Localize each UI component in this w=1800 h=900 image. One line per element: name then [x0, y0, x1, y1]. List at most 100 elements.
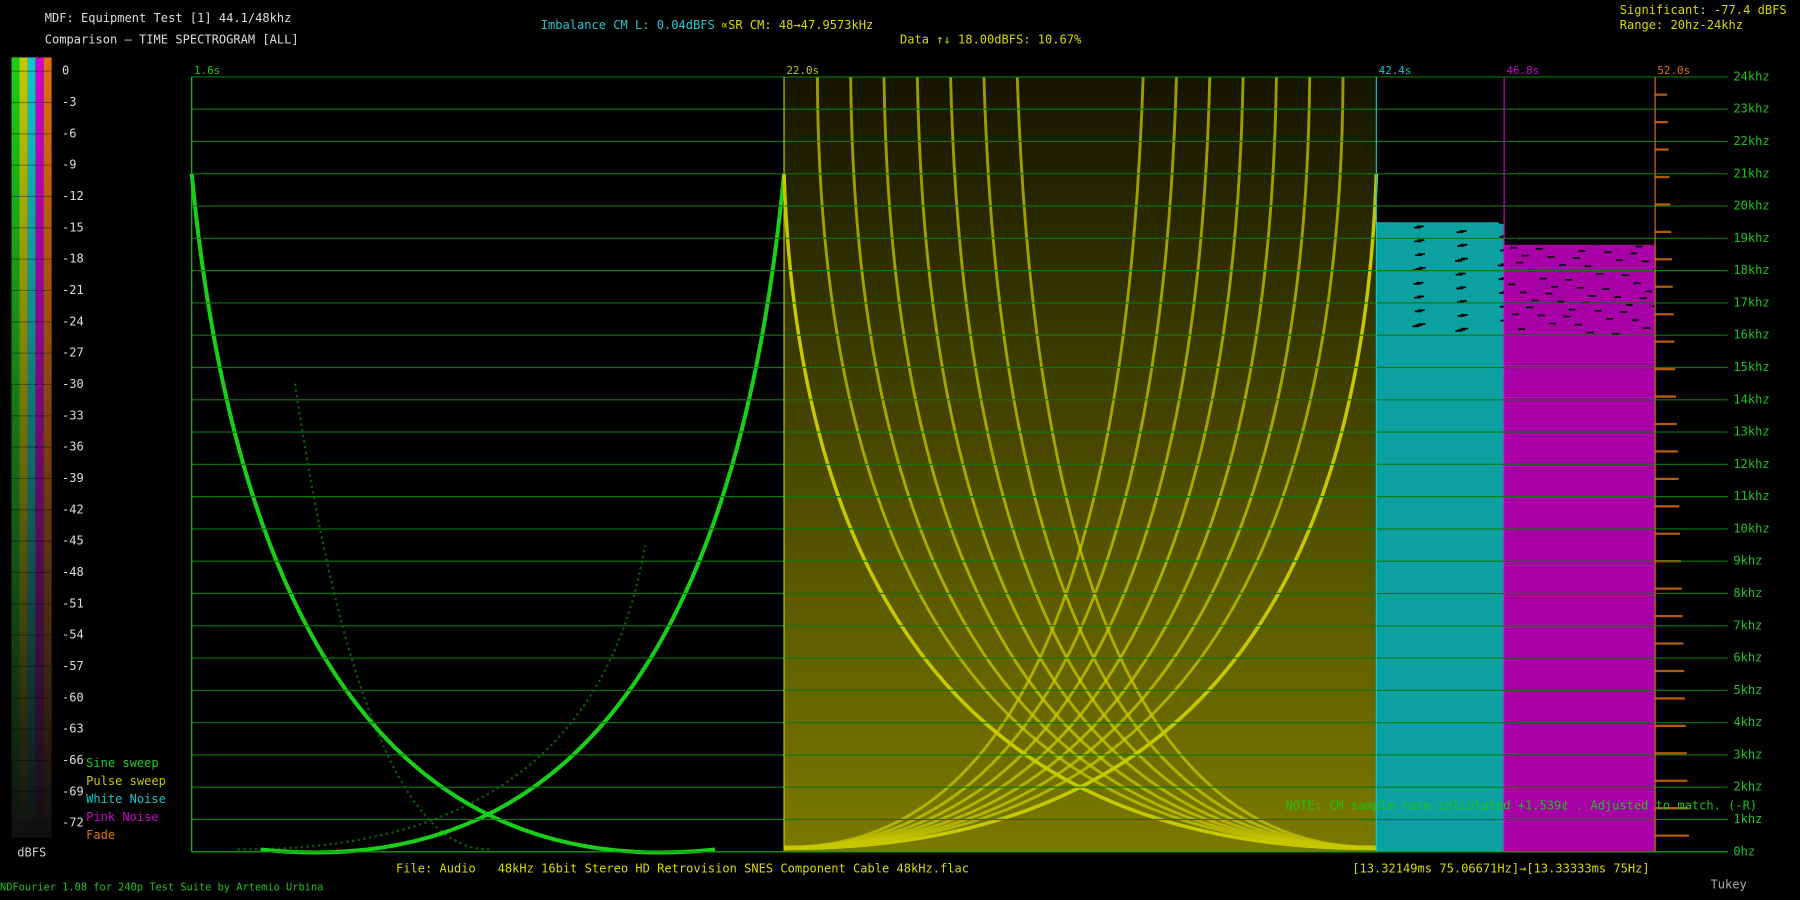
- scale-tick-label: -18: [62, 252, 84, 266]
- scale-column: [11, 57, 20, 839]
- scale-tick-label: -9: [62, 158, 77, 172]
- pulse-curve: [784, 76, 1178, 849]
- x-tick-label: 46.8s: [1506, 64, 1539, 77]
- sweep: [189, 173, 716, 855]
- noise-speck: [1459, 300, 1467, 302]
- scale-tick-label: -39: [62, 471, 84, 485]
- scale-column: [19, 57, 28, 839]
- window: Tukey: [1710, 878, 1746, 892]
- noise-speck: [1535, 247, 1543, 250]
- y-tick-label: 6khz: [1733, 651, 1762, 665]
- pulse-curve: [849, 76, 1377, 849]
- sweep: [260, 173, 787, 855]
- noise-speck: [1635, 245, 1643, 248]
- pulse-curve: [1015, 76, 1377, 849]
- scale-tick-label: -45: [62, 534, 84, 548]
- scale-tick-label: -6: [62, 126, 77, 140]
- noise-speck: [1457, 245, 1465, 247]
- noise-speck: [1586, 331, 1594, 334]
- noise-speck: [1457, 315, 1465, 317]
- noise-speck: [1594, 309, 1602, 312]
- noise-speck: [1414, 310, 1422, 313]
- y-tick-label: 21khz: [1733, 166, 1769, 180]
- sweep-faint: [237, 544, 647, 851]
- noise-speck: [1498, 278, 1506, 281]
- title: MDF: Equipment Test [1] 44.1/48khz: [45, 11, 292, 25]
- scale-column: [27, 57, 36, 839]
- y-tick-label: 3khz: [1733, 747, 1762, 761]
- range: Range: 20hz-24khz: [1620, 18, 1743, 32]
- noise-speck: [1539, 277, 1547, 280]
- noise-speck: [1598, 236, 1606, 239]
- sweep-faint: [293, 383, 491, 851]
- timing: [13.32149ms 75.06671Hz]→[13.33333ms 75Hz…: [1352, 862, 1649, 876]
- scale-tick-label: -30: [62, 377, 84, 391]
- noise-speck: [1418, 266, 1426, 269]
- noise-speck: [1526, 306, 1533, 309]
- y-tick-label: 20khz: [1733, 199, 1769, 213]
- noise-speck: [1588, 295, 1596, 297]
- significant: Significant: -77.4 dBFS: [1620, 3, 1787, 17]
- noise-speck: [1545, 292, 1553, 295]
- noise-speck: [1415, 268, 1423, 270]
- y-tick-label: 24khz: [1733, 69, 1769, 83]
- y-tick-label: 23khz: [1733, 102, 1769, 116]
- noise-speck: [1565, 278, 1573, 281]
- noise-speck: [1602, 288, 1610, 290]
- noise-speck: [1412, 325, 1420, 328]
- noise-speck: [1631, 319, 1639, 321]
- noise-speck: [1456, 301, 1464, 304]
- noise-speck: [1501, 220, 1509, 223]
- subtitle: Comparison — TIME SPECTROGRAM [ALL]: [45, 33, 299, 47]
- noise-speck: [1498, 208, 1506, 211]
- noise-speck: [1418, 253, 1426, 255]
- noise-speck: [1504, 231, 1511, 234]
- noise-speck: [1529, 233, 1537, 235]
- y-tick-label: 4khz: [1733, 715, 1762, 729]
- noise-speck: [1625, 304, 1633, 306]
- y-tick-label: 9khz: [1733, 554, 1762, 568]
- noise-speck: [1413, 226, 1421, 229]
- noise-speck: [1541, 241, 1549, 243]
- scale-label: dBFS: [17, 845, 46, 859]
- noise-speck: [1499, 292, 1507, 294]
- scale-tick-label: -15: [62, 220, 84, 234]
- scale-tick-label: -33: [62, 408, 84, 422]
- scale-tick-label: -3: [62, 95, 77, 109]
- noise-speck: [1458, 216, 1466, 219]
- pulse-curve: [784, 173, 1379, 851]
- y-tick-label: 10khz: [1733, 521, 1769, 535]
- noise-speck: [1416, 225, 1424, 228]
- noise-speck: [1555, 234, 1563, 236]
- noise-speck: [1578, 250, 1586, 252]
- x-tick-label: 52.0s: [1657, 64, 1690, 77]
- x-tick-label: 42.4s: [1379, 64, 1412, 77]
- noise-speck: [1549, 322, 1557, 325]
- noise-speck: [1414, 240, 1422, 243]
- note: NOTE: CM sample rate calculated +1.539¢ …: [1286, 798, 1757, 812]
- noise-speck: [1454, 260, 1462, 262]
- noise-speck: [1592, 243, 1600, 246]
- noise-speck: [1567, 242, 1574, 244]
- noise-speck: [1458, 328, 1466, 331]
- pulse-curve: [982, 76, 1377, 849]
- noise-speck: [1416, 211, 1424, 214]
- credit: NDFourier 1.08 for 240p Test Suite by Ar…: [0, 881, 323, 893]
- noise-speck: [1629, 252, 1637, 255]
- y-tick-label: 5khz: [1733, 683, 1762, 697]
- noise-speck: [1551, 285, 1559, 288]
- scale-tick-label: -69: [62, 784, 84, 798]
- file: File: Audio 48kHz 16bit Stereo HD Retrov…: [396, 862, 969, 876]
- x-tick-label: 22.0s: [786, 64, 819, 77]
- noise-speck: [1614, 296, 1621, 298]
- pulse-curve: [882, 76, 1377, 849]
- data-info: Data ↑↓ 18.00dBFS: 10.67%: [900, 33, 1082, 47]
- noise-speck: [1615, 259, 1623, 262]
- y-tick-label: 18khz: [1733, 263, 1769, 277]
- noise-speck: [1459, 230, 1467, 232]
- noise-speck: [1639, 297, 1647, 300]
- y-tick-label: 15khz: [1733, 360, 1769, 374]
- noise-speck: [1460, 257, 1468, 260]
- noise-speck: [1502, 234, 1510, 237]
- scale-tick-label: -21: [62, 283, 84, 297]
